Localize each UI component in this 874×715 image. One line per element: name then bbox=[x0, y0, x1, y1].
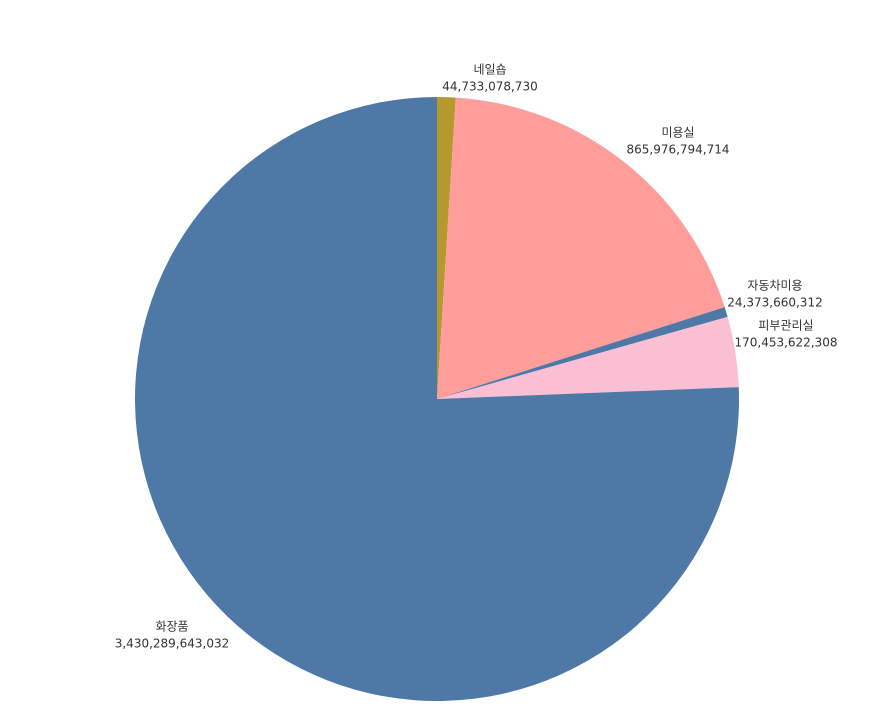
pie-slice bbox=[437, 307, 728, 399]
slice-value-label: 170,453,622,308 bbox=[734, 336, 837, 350]
slice-value-label: 865,976,794,714 bbox=[626, 143, 729, 157]
slice-value-label: 3,430,289,643,032 bbox=[115, 637, 230, 651]
pie-slice bbox=[437, 316, 739, 399]
slice-label: 피부관리실 bbox=[758, 319, 813, 333]
pie-slice bbox=[134, 97, 739, 701]
slice-label: 네일숍 bbox=[473, 63, 506, 77]
slice-label: 미용실 bbox=[661, 126, 694, 140]
slice-value-label: 44,733,078,730 bbox=[442, 80, 537, 94]
slice-label: 자동차미용 bbox=[747, 279, 802, 293]
pie-slice bbox=[437, 97, 456, 399]
pie-slice bbox=[437, 97, 725, 399]
slice-label: 화장품 bbox=[155, 620, 188, 634]
slice-value-label: 24,373,660,312 bbox=[727, 296, 822, 310]
